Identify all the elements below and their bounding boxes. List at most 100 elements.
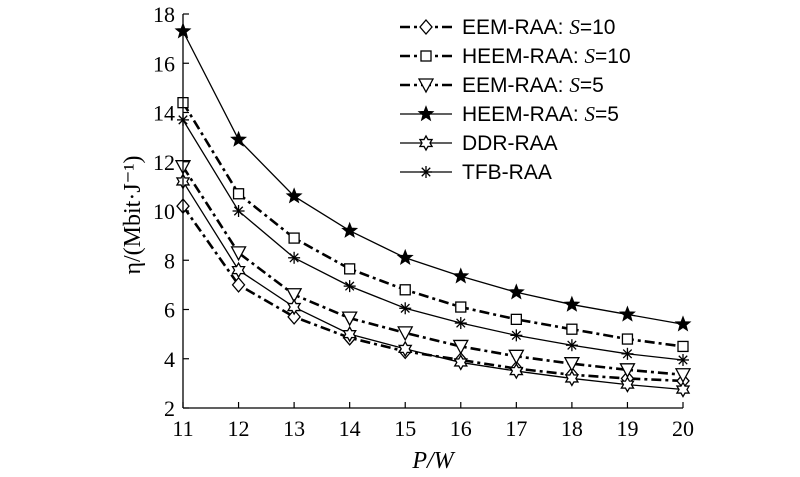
series-line: [182, 30, 684, 325]
data-point: [563, 295, 581, 312]
data-point: [453, 354, 468, 371]
data-point: [399, 284, 411, 296]
legend-label: HEEM-RAA: S=5: [462, 102, 619, 126]
series-1: [176, 198, 690, 389]
x-tick-label: 16: [450, 416, 472, 441]
data-point: [675, 381, 691, 398]
legend-label: EEM-RAA: S=10: [462, 15, 615, 39]
data-point: [674, 315, 692, 332]
data-point: [399, 302, 412, 315]
legend-label: HEEM-RAA: S=10: [462, 44, 631, 68]
legend-marker: [417, 105, 435, 122]
x-tick-label: 17: [505, 416, 527, 441]
data-point: [288, 232, 300, 244]
y-tick-label: 10: [153, 199, 175, 224]
legend: EEM-RAA: S=10 HEEM-RAA: S=10 EEM-RAA: S=5 H…: [400, 15, 631, 184]
x-tick-label: 12: [228, 416, 250, 441]
data-point: [674, 368, 692, 384]
data-point: [341, 221, 359, 238]
data-point: [618, 305, 636, 322]
y-tick-label: 18: [153, 2, 175, 27]
data-point: [286, 298, 302, 316]
data-point: [564, 370, 580, 387]
y-tick-label: 16: [153, 51, 175, 76]
y-axis-title: η/(Mbit·J⁻¹): [120, 155, 146, 274]
data-point: [565, 339, 578, 352]
data-point: [509, 362, 524, 380]
data-point: [286, 288, 303, 304]
legend-marker: [418, 134, 434, 152]
x-axis-title: P/W: [411, 448, 455, 474]
data-point: [231, 276, 246, 293]
data-point: [396, 248, 414, 265]
legend-label: DDR-RAA: [462, 132, 558, 155]
legend-item: HEEM-RAA: S=5: [400, 102, 619, 126]
data-point: [508, 349, 525, 365]
legend-marker: [420, 50, 432, 62]
x-tick-label: 13: [283, 416, 305, 441]
data-point: [288, 251, 301, 264]
legend-item: EEM-RAA: S=10: [400, 15, 615, 39]
data-point: [343, 280, 356, 293]
data-point: [621, 347, 634, 360]
legend-item: EEM-RAA: S=5: [400, 73, 604, 97]
axes: 11 12 13 14 15 16 17 18 19 20 2 4 6 8 10 12 14 16 18: [153, 2, 694, 441]
series-line: [182, 181, 684, 391]
series-4: [174, 22, 692, 332]
legend-item: DDR-RAA: [400, 132, 558, 155]
data-point: [452, 267, 470, 284]
legend-item: TFB-RAA: [400, 161, 552, 184]
series-line: [181, 165, 684, 377]
data-point: [232, 205, 245, 217]
series-line: [181, 205, 684, 383]
data-point: [287, 308, 301, 325]
data-point: [231, 261, 246, 279]
x-tick-label: 18: [561, 416, 583, 441]
y-tick-label: 12: [153, 150, 175, 175]
data-point: [285, 187, 303, 204]
y-tick-label: 14: [153, 101, 175, 126]
data-point: [677, 340, 689, 353]
y-tick-label: 4: [164, 347, 175, 372]
data-point: [230, 246, 247, 262]
data-point: [342, 325, 357, 343]
y-tick-label: 2: [164, 396, 175, 421]
data-point: [619, 363, 636, 379]
x-tick-label: 11: [172, 416, 193, 441]
legend-marker: [420, 166, 432, 178]
data-point: [232, 188, 245, 200]
data-point: [563, 357, 580, 373]
data-point: [454, 317, 467, 330]
x-tick-label: 15: [394, 416, 416, 441]
data-point: [344, 263, 356, 275]
legend-label: EEM-RAA: S=5: [462, 73, 604, 97]
series-3: [174, 160, 692, 384]
x-tick-label: 19: [616, 416, 638, 441]
data-point: [510, 329, 523, 342]
data-point: [230, 130, 248, 147]
data-point: [452, 339, 469, 355]
data-point: [398, 340, 413, 358]
data-point: [455, 301, 467, 313]
data-point: [620, 376, 635, 393]
plot-area: [174, 22, 692, 398]
data-point: [621, 333, 634, 345]
legend-marker: [417, 78, 435, 94]
series-line: [182, 119, 684, 361]
series-6: [177, 113, 689, 366]
y-tick-label: 8: [164, 248, 175, 273]
data-point: [507, 283, 525, 300]
x-tick-label: 20: [672, 416, 694, 441]
data-point: [397, 326, 414, 342]
data-point: [341, 311, 358, 327]
y-tick-label: 6: [164, 298, 175, 323]
series-line: [181, 101, 684, 348]
legend-marker: [419, 19, 433, 35]
data-point: [510, 313, 522, 326]
legend-label: TFB-RAA: [462, 161, 552, 184]
series-5: [175, 173, 691, 398]
legend-item: HEEM-RAA: S=10: [400, 44, 631, 68]
x-tick-label: 14: [339, 416, 361, 441]
data-point: [566, 323, 578, 335]
